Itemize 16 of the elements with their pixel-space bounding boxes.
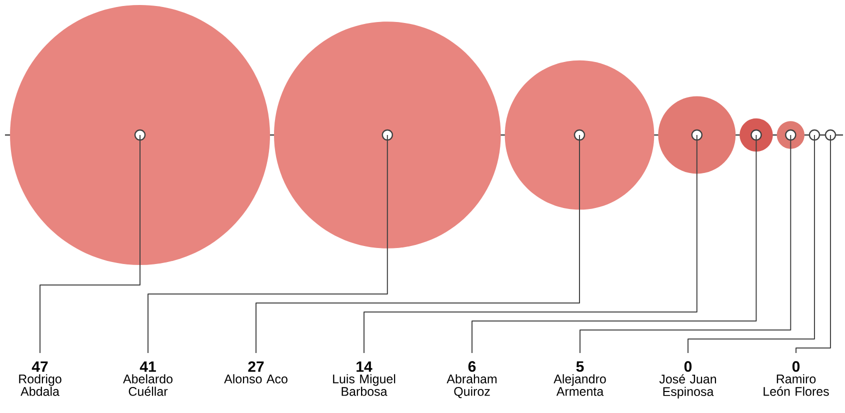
category-label: Abelardo Cuéllar — [123, 374, 172, 396]
category-label: Alonso Aco — [224, 374, 288, 384]
category-label: José Juan Espinosa — [659, 374, 716, 398]
data-label: 0 — [684, 361, 692, 372]
category-label: Luis Miguel Barbosa — [333, 374, 396, 396]
data-label: 27 — [248, 361, 264, 372]
data-label: 14 — [356, 361, 372, 372]
category-label: Abraham Quiroz — [446, 374, 497, 398]
data-label: 6 — [468, 361, 476, 372]
data-label: 0 — [792, 361, 800, 372]
category-label: Ramiro León Flores — [764, 374, 829, 396]
data-label: 41 — [140, 361, 156, 372]
data-label: 5 — [576, 361, 584, 372]
category-label: Alejandro Armenta — [554, 374, 606, 396]
category-label: Rodrigo Abdala — [19, 374, 62, 396]
data-label: 47 — [32, 361, 48, 372]
